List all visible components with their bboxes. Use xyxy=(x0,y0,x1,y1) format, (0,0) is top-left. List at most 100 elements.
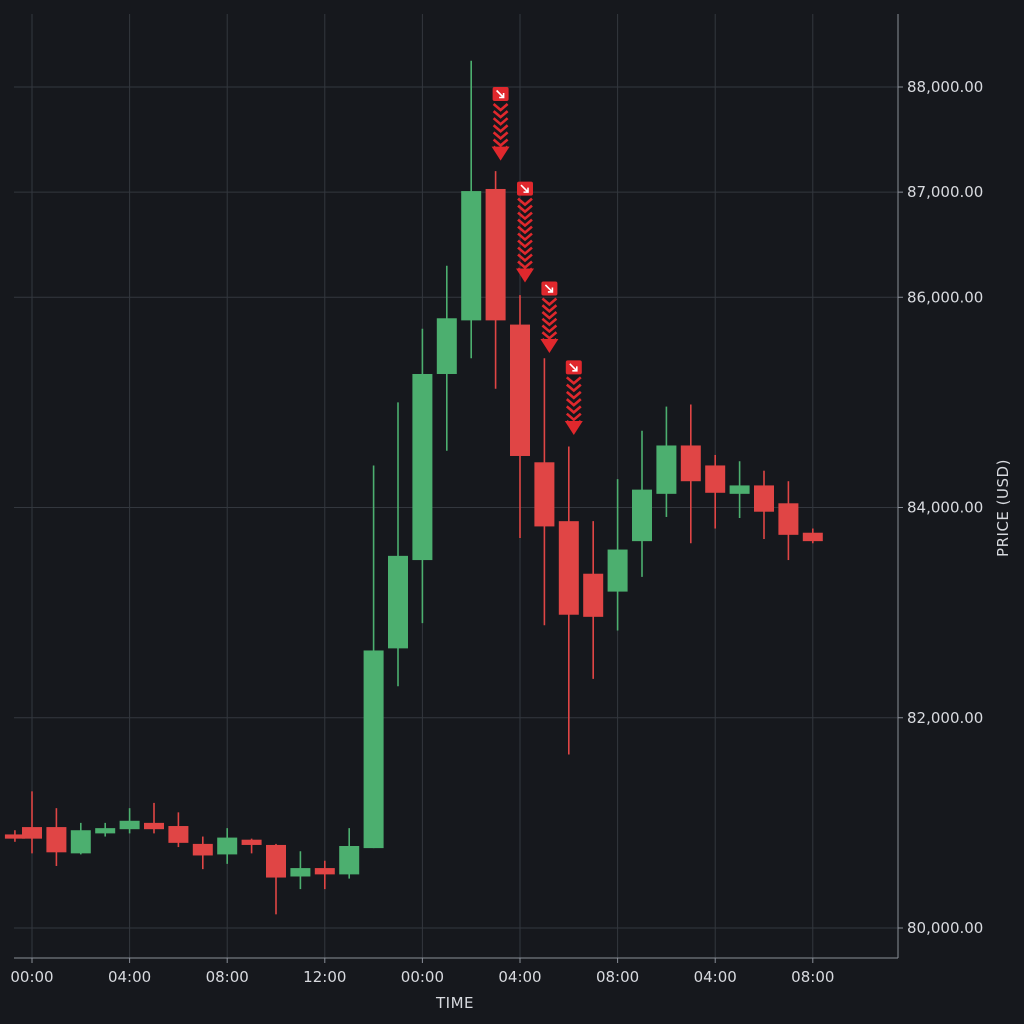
candle-body xyxy=(388,555,408,649)
candle-layer xyxy=(4,60,823,915)
candle-body xyxy=(95,828,116,834)
candle-bearish xyxy=(485,171,506,389)
signal-chevron xyxy=(565,376,582,386)
candle-bearish xyxy=(144,802,164,834)
signal-arrow-icon xyxy=(520,184,529,193)
x-tick-label: 04:00 xyxy=(498,968,541,986)
candle-body xyxy=(436,318,457,374)
candle-bearish xyxy=(168,812,189,848)
signal-arrowhead xyxy=(540,338,559,353)
axis-layer: TIME PRICE (USD) 80,000.00 82,000.00 84,00… xyxy=(10,14,1012,1012)
signal-arrowhead xyxy=(564,420,583,435)
x-axis-label: TIME xyxy=(435,994,474,1012)
x-tick-label: 08:00 xyxy=(791,968,834,986)
candle-body xyxy=(485,188,506,321)
candle-body xyxy=(754,485,774,512)
candle-bearish xyxy=(314,860,335,890)
candle-bullish xyxy=(656,406,677,517)
candle-body xyxy=(802,532,823,542)
candle-bullish xyxy=(461,60,482,359)
signal-chevron xyxy=(565,405,582,415)
signal-chevron xyxy=(517,246,533,256)
candle-body xyxy=(729,485,750,494)
signal-chevron xyxy=(492,138,509,148)
candle-body xyxy=(241,839,262,845)
candle-bullish xyxy=(729,461,750,519)
signal-arrow-icon xyxy=(496,89,505,99)
signal-chevron xyxy=(565,383,582,393)
signal-arrow-icon xyxy=(569,363,578,372)
candle-bullish xyxy=(607,479,628,631)
signal-chevron xyxy=(517,204,533,214)
candle-body xyxy=(412,373,433,561)
x-tick-label: 04:00 xyxy=(108,968,151,986)
candle-body xyxy=(4,834,25,839)
candle-bullish xyxy=(119,808,140,834)
candle-bullish xyxy=(290,851,311,890)
candle-bearish xyxy=(680,404,701,544)
signal-chevron xyxy=(517,197,533,207)
y-tick-label: 87,000.00 xyxy=(907,183,983,201)
signal-marker-layer xyxy=(491,87,583,435)
candle-body xyxy=(705,465,726,493)
candle-body xyxy=(461,191,482,321)
candle-bearish xyxy=(46,808,67,866)
candle-body xyxy=(534,462,555,527)
x-tick-label: 00:00 xyxy=(10,968,53,986)
candle-body xyxy=(290,868,311,877)
candle-bearish xyxy=(192,836,213,870)
signal-chevron xyxy=(541,324,558,334)
signal-chevron xyxy=(517,253,533,263)
sell-signal-marker xyxy=(491,87,510,161)
candle-body xyxy=(119,820,140,830)
candle-body xyxy=(70,830,91,854)
candle-body xyxy=(144,822,164,830)
x-tick-label: 08:00 xyxy=(596,968,639,986)
x-tick-label: 12:00 xyxy=(303,968,346,986)
candle-bearish xyxy=(22,791,42,854)
candle-body xyxy=(314,868,335,875)
signal-chevron xyxy=(565,412,582,422)
signal-chevron xyxy=(517,239,533,249)
signal-arrow-icon xyxy=(544,284,554,293)
candle-bearish xyxy=(266,843,286,915)
signal-chevron xyxy=(492,110,509,119)
x-tick-label: 08:00 xyxy=(206,968,249,986)
signal-chevron xyxy=(541,297,558,307)
candle-bullish xyxy=(412,328,433,624)
signal-chevron xyxy=(565,398,582,407)
candle-bullish xyxy=(339,828,360,879)
candle-bullish xyxy=(436,265,457,451)
signal-chevron xyxy=(517,218,533,228)
candle-body xyxy=(266,844,286,878)
x-tick-label: 04:00 xyxy=(694,968,737,986)
sell-signal-marker xyxy=(540,281,559,353)
candle-bearish xyxy=(558,446,579,755)
signal-chevron xyxy=(541,304,558,313)
candle-body xyxy=(656,445,677,494)
candle-body xyxy=(217,837,238,855)
candle-body xyxy=(510,324,530,456)
candle-bearish xyxy=(510,295,530,538)
candle-bullish xyxy=(388,402,408,687)
signal-chevron xyxy=(565,390,582,400)
candle-bullish xyxy=(632,430,652,577)
candle-body xyxy=(607,549,628,592)
candle-body xyxy=(778,503,799,535)
candle-bullish xyxy=(95,822,116,837)
signal-arrowhead xyxy=(491,146,510,161)
candle-bearish xyxy=(4,830,25,842)
signal-chevron xyxy=(517,225,533,235)
candle-bullish xyxy=(217,828,238,864)
sell-signal-marker xyxy=(564,360,583,435)
signal-chevron xyxy=(517,211,533,221)
candle-bearish xyxy=(534,358,555,626)
signal-chevron xyxy=(517,260,533,270)
signal-chevron xyxy=(492,117,509,126)
candle-body xyxy=(168,826,189,843)
candle-body xyxy=(363,650,384,849)
y-tick-label: 86,000.00 xyxy=(907,288,983,306)
signal-chevron xyxy=(541,331,558,340)
